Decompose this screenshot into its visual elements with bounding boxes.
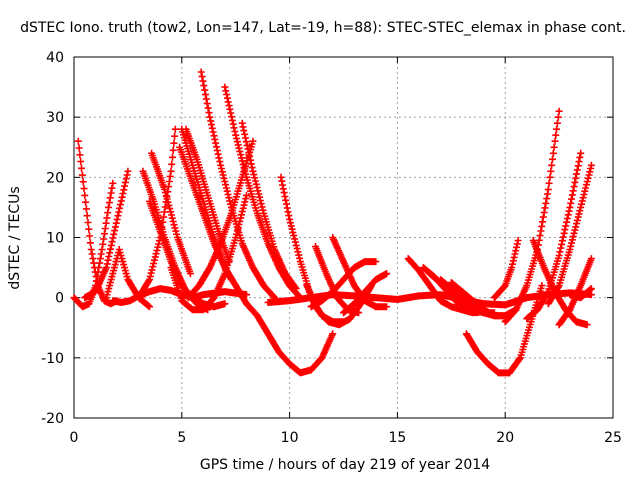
x-tick-label: 0 <box>70 430 79 446</box>
y-tick-label: -20 <box>41 411 64 427</box>
series-31 <box>501 107 563 326</box>
series-points <box>197 68 278 302</box>
y-axis-label: dSTEC / TECUs <box>7 186 23 289</box>
y-tick-label: 10 <box>46 231 64 247</box>
series-points <box>221 83 304 302</box>
series-points <box>148 149 194 278</box>
series-35 <box>544 161 595 308</box>
series-14 <box>197 68 278 302</box>
data-points <box>70 68 595 377</box>
series-points <box>238 119 300 293</box>
chart-title: dSTEC Iono. truth (tow2, Lon=147, Lat=-1… <box>20 20 626 36</box>
series-15 <box>221 83 304 302</box>
series-8 <box>148 149 194 278</box>
series-points <box>501 107 563 326</box>
series-points <box>544 161 595 308</box>
series-points <box>81 167 132 302</box>
series-33 <box>523 149 585 323</box>
x-tick-label: 5 <box>177 430 186 446</box>
series-7 <box>135 125 179 302</box>
y-tick-label: 20 <box>46 170 64 186</box>
series-30 <box>490 237 522 302</box>
y-tick-label: -10 <box>41 351 64 367</box>
axis-ticks: 0 5 10 15 20 25 -20 -10 0 10 20 30 40 <box>41 50 622 446</box>
series-23 <box>340 270 391 317</box>
x-tick-label: 20 <box>496 430 514 446</box>
x-tick-label: 25 <box>604 430 622 446</box>
x-tick-label: 15 <box>388 430 406 446</box>
series-points <box>340 270 391 317</box>
series-36 <box>566 285 595 302</box>
series-16 <box>238 119 300 293</box>
y-tick-label: 30 <box>46 110 64 126</box>
grid <box>74 57 613 418</box>
series-points <box>523 149 585 323</box>
x-tick-label: 10 <box>281 430 299 446</box>
series-points <box>490 237 522 302</box>
x-axis-label: GPS time / hours of day 219 of year 2014 <box>200 457 490 473</box>
series-points <box>307 258 380 311</box>
series-22 <box>307 258 380 311</box>
series-points <box>566 285 595 302</box>
y-tick-label: 0 <box>55 291 64 307</box>
series-2 <box>81 167 132 302</box>
y-tick-label: 40 <box>46 50 64 66</box>
series-points <box>135 125 179 302</box>
